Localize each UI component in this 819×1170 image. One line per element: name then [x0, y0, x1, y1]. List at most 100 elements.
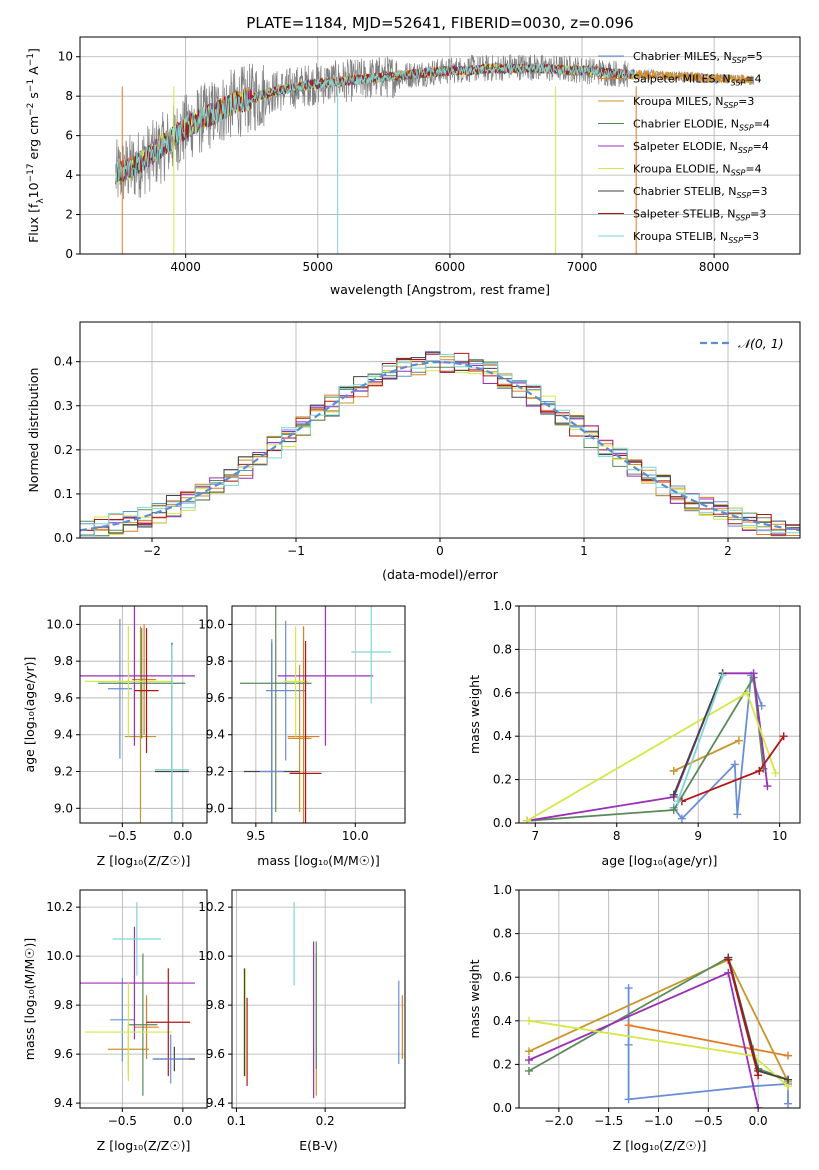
y-tick-label: 0.6: [493, 686, 512, 700]
x-axis-label: Z [log₁₀(Z/Z☉)]: [97, 853, 191, 868]
weight-series-4: [528, 971, 759, 1108]
weight-marker: [524, 1066, 533, 1075]
weight-marker: [743, 688, 752, 697]
weight-marker: [730, 760, 739, 769]
weight-marker: [763, 782, 772, 791]
legend-entry: Chabrier MILES, NSSP=5: [633, 50, 763, 65]
x-axis-label: Z [log₁₀(Z/Z☉)]: [613, 1138, 707, 1153]
weight-marker: [754, 1104, 763, 1108]
weight-series-7: [727, 959, 759, 1076]
axes-frame: [518, 605, 801, 824]
y-tick-label: 0.1: [54, 487, 73, 501]
plot-area: [239, 606, 392, 823]
legend-entry: Kroupa STELIB, NSSP=3: [633, 230, 759, 245]
age-vs-mass-panel: 9.5 10.0 9.0 9.2 9.4 9.6 9.8 10.0 mass [log₁₀(M/…: [198, 605, 406, 868]
weight-series-4: [526, 672, 769, 822]
y-tick-label: 10.0: [46, 617, 73, 631]
weight-marker: [784, 1099, 793, 1108]
weight-series-8: [676, 675, 724, 802]
y-tick-label: 9.4: [54, 728, 73, 742]
x-tick-label: 5000: [303, 260, 334, 274]
normal-curve: [80, 360, 800, 532]
y-tick-label: 9.6: [206, 691, 225, 705]
y-tick-label: 9.0: [54, 801, 73, 815]
axes-frame: [518, 889, 801, 1109]
legend-entry: 𝒩(0, 1): [738, 336, 784, 351]
y-tick-label: 0.4: [493, 729, 512, 743]
y-axis-label: mass weight: [467, 959, 482, 1038]
spectrum-panel: 4000 5000 6000 7000 8000 0 2 4 6 8 10 wavelength [A…: [26, 36, 801, 297]
massweight-vs-age-panel: 7 8 9 10 0.0 0.2 0.4 0.6 0.8 1.0 age [log₁₀(age/yr…: [467, 599, 801, 868]
legend-entry: Kroupa ELODIE, NSSP=4: [633, 163, 762, 178]
x-tick-label: 10: [772, 829, 787, 843]
weight-marker: [523, 816, 532, 823]
weight-series-6: [672, 672, 724, 796]
axes-frame: [231, 605, 406, 824]
y-tick-label: 10.0: [198, 949, 225, 963]
weight-marker: [624, 1095, 633, 1104]
x-axis-label: E(B-V): [299, 1138, 338, 1153]
x-axis-label: (data-model)/error: [382, 567, 499, 582]
figure-title: PLATE=1184, MJD=52641, FIBERID=0030, z=0…: [246, 14, 633, 32]
y-tick-label: 1.0: [493, 599, 512, 613]
y-tick-label: 0.8: [493, 642, 512, 656]
plot-area: [80, 606, 195, 823]
axes-frame: [79, 36, 801, 255]
y-tick-label: 8: [65, 89, 73, 103]
weight-marker: [669, 790, 678, 799]
spectrum-legend: Chabrier MILES, NSSP=5 Salpeter MILES, NS…: [598, 50, 770, 245]
x-tick-label: 2: [724, 544, 732, 558]
x-tick-label: 8000: [699, 260, 730, 274]
axes-frame: [79, 605, 208, 824]
y-tick-label: 0.6: [493, 970, 512, 984]
plot-area: [115, 54, 755, 254]
weight-marker: [718, 671, 727, 680]
y-tick-label: 0.4: [54, 355, 73, 369]
x-tick-label: 4000: [170, 260, 201, 274]
legend-entry: Salpeter MILES, NSSP=4: [633, 73, 762, 88]
weight-marker: [669, 805, 678, 814]
x-tick-label: 8: [613, 829, 621, 843]
weight-marker: [784, 1051, 793, 1060]
y-tick-label: 10.0: [198, 617, 225, 631]
x-tick-label: 0.0: [173, 829, 192, 843]
y-axis-label: age [log₁₀(age/yr)]: [22, 657, 37, 773]
weight-marker: [524, 1047, 533, 1056]
x-tick-label: 1: [580, 544, 588, 558]
weight-marker: [624, 1040, 633, 1049]
weight-marker: [734, 736, 743, 745]
y-tick-label: 9.8: [206, 998, 225, 1012]
y-tick-label: 9.6: [54, 1047, 73, 1061]
weight-marker: [749, 669, 758, 678]
axes-frame: [79, 889, 208, 1109]
y-tick-label: 10.2: [46, 900, 73, 914]
weight-marker: [624, 1021, 633, 1030]
mass-vs-metallicity-panel: −0.5 0.0 9.4 9.6 9.8 10.0 10.2 Z [log₁₀(Z/Z☉)] m…: [22, 889, 208, 1153]
plot-area: [524, 953, 793, 1108]
y-tick-label: 6: [65, 129, 73, 143]
y-tick-label: 9.8: [54, 654, 73, 668]
legend-entry: Salpeter ELODIE, NSSP=4: [633, 140, 769, 155]
y-tick-label: 0.0: [54, 531, 73, 545]
y-axis-label: mass weight: [467, 675, 482, 754]
x-axis-label: Z [log₁₀(Z/Z☉)]: [97, 1138, 191, 1153]
weight-marker: [755, 766, 764, 775]
weight-marker: [524, 1016, 533, 1025]
x-tick-label: 7: [531, 829, 539, 843]
plot-area: [243, 902, 403, 1099]
y-tick-label: 0.2: [493, 773, 512, 787]
x-tick-label: 6000: [435, 260, 466, 274]
y-tick-label: 10.2: [198, 900, 225, 914]
y-tick-label: 9.8: [54, 998, 73, 1012]
y-tick-label: 0.2: [493, 1057, 512, 1071]
age-vs-metallicity-panel: −0.5 0.0 9.0 9.2 9.4 9.6 9.8 10.0 Z [log₁₀(Z/Z☉)…: [22, 605, 208, 868]
plot-area: [80, 351, 800, 537]
x-tick-label: 0: [436, 544, 444, 558]
y-axis-label: Normed distribution: [26, 368, 41, 493]
y-tick-label: 1.0: [493, 883, 512, 897]
y-tick-label: 9.6: [54, 691, 73, 705]
y-tick-label: 9.8: [206, 654, 225, 668]
x-tick-label: 9: [694, 829, 702, 843]
y-tick-label: 4: [65, 168, 73, 182]
